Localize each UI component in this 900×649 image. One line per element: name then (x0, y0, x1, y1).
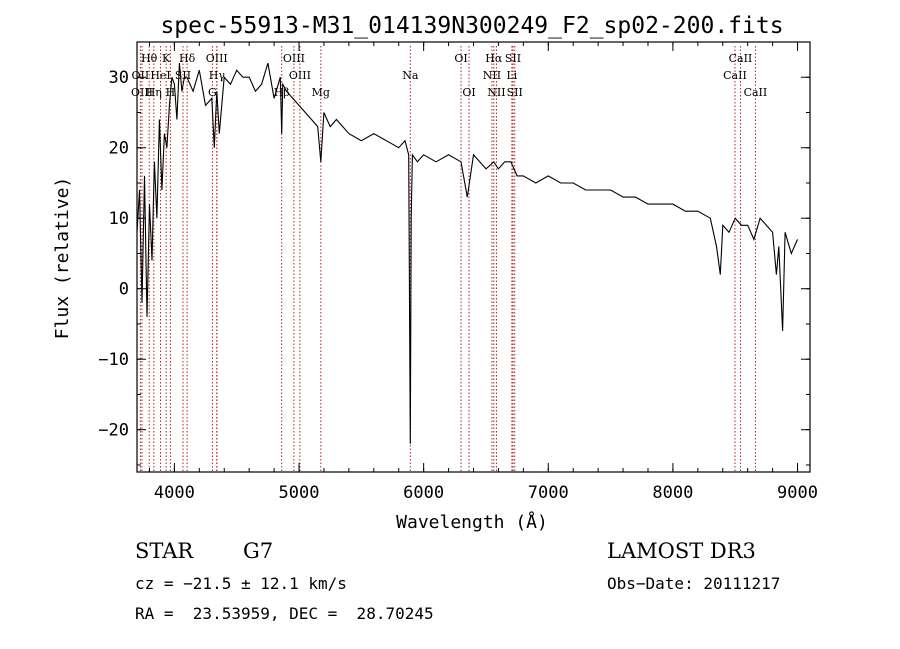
object-subclass: G7 (243, 539, 274, 563)
redshift-cz: cz = −21.5 ± 12.1 km/s (135, 574, 347, 593)
spectral-line-label: Hη (146, 86, 162, 99)
object-class: STAR (135, 539, 194, 563)
spectral-line-label: OI (462, 86, 475, 99)
spectral-line-label: Hδ (179, 52, 196, 65)
spectral-line-label: OIII (131, 86, 153, 99)
spectral-line-label: CaII (723, 69, 747, 82)
spectral-line-label: Hθ (141, 52, 158, 65)
spectral-line-label: Na (402, 69, 419, 82)
spectral-line-label: OII (132, 69, 150, 82)
chart-title: spec-55913-M31_014139N300249_F2_sp02-200… (160, 13, 783, 39)
x-tick-label: 7000 (528, 483, 569, 503)
x-tick-label: 5000 (279, 483, 320, 503)
spectral-line-label: G (208, 86, 217, 99)
x-tick-label: 4000 (154, 483, 195, 503)
x-tick-label: 6000 (403, 483, 444, 503)
survey-name: LAMOST DR3 (607, 539, 756, 563)
plot-frame (136, 41, 811, 473)
axis-ticks: 4000 5000 6000 7000 8000 9000 −20 −10 0 10 20 30 (98, 41, 818, 503)
spectral-line-label: OIII (283, 52, 305, 65)
x-axis-label: Wavelength (Å) (396, 511, 548, 533)
spectral-line-markers (139, 46, 756, 472)
spectral-line-label: NII (483, 69, 501, 82)
spectral-line-label: OIII (206, 52, 228, 65)
observation-date: Obs−Date: 20111217 (607, 574, 781, 593)
y-tick-label: −20 (98, 421, 129, 441)
spectral-line-label: Li (506, 69, 517, 82)
y-tick-label: 30 (109, 68, 129, 88)
x-tick-label: 8000 (652, 483, 693, 503)
coordinates: RA = 23.53959, DEC = 28.70245 (135, 604, 434, 623)
spectral-line-label: Hα (485, 52, 503, 65)
spectral-line-label: Hβ (274, 86, 290, 99)
spectral-line-label: Mg (312, 86, 330, 99)
y-tick-label: 0 (119, 280, 129, 300)
y-tick-label: 20 (109, 139, 129, 159)
spectrum-series (136, 62, 799, 444)
y-axis-label: Flux (relative) (52, 177, 73, 340)
y-tick-label: 10 (109, 209, 129, 229)
spectral-line-label: SII (175, 69, 191, 82)
spectral-line-label: SII (505, 52, 521, 65)
x-tick-label: 9000 (777, 483, 818, 503)
spectral-line-label: K (162, 52, 171, 65)
spectral-line-label: H (166, 86, 176, 99)
spectral-line-label: NII (487, 86, 505, 99)
spectral-line-label: OI (454, 52, 467, 65)
y-tick-label: −10 (98, 350, 129, 370)
spectral-line-label: CaII (729, 52, 753, 65)
spectral-line-label: OIII (289, 69, 311, 82)
spectral-line-label: CaII (744, 86, 768, 99)
spectral-line-label: SII (507, 86, 523, 99)
spectral-line-label: HeI (150, 69, 170, 82)
spectral-line-label: Hγ (209, 69, 226, 82)
